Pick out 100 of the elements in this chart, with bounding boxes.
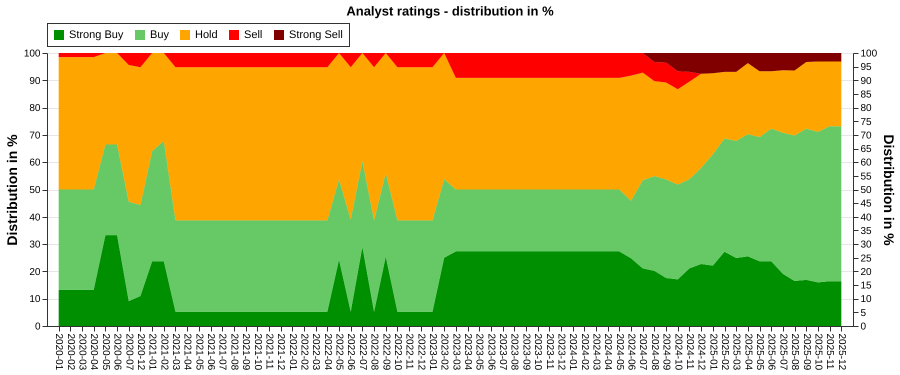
x-tick-label: 2025-01 bbox=[707, 334, 718, 371]
x-tick-label: 2021-01 bbox=[146, 334, 158, 371]
legend-label: Buy bbox=[150, 29, 170, 41]
x-tick-label: 2020-01 bbox=[53, 334, 64, 371]
y-tick-label: 20 bbox=[29, 266, 41, 278]
x-tick-label: 2024-05 bbox=[614, 334, 625, 371]
x-tick-label: 2025-02 bbox=[719, 334, 730, 371]
x-tick-label: 2025-06 bbox=[766, 334, 777, 371]
x-tick-label: 2022-11 bbox=[404, 334, 415, 370]
x-tick-label: 2024-07 bbox=[637, 334, 648, 371]
x-tick-label: 2023-09 bbox=[520, 334, 532, 371]
x-tick-label: 2022-05 bbox=[334, 334, 345, 371]
x-tick-label: 2023-08 bbox=[508, 334, 520, 371]
y-tick-label: 60 bbox=[29, 158, 41, 169]
legend-label: Strong Sell bbox=[289, 29, 343, 41]
x-tick-label: 2024-08 bbox=[648, 334, 660, 371]
x-tick-label: 2025-08 bbox=[789, 334, 800, 371]
x-tick-label: 2020-12 bbox=[134, 334, 146, 371]
x-tick-label: 2020-05 bbox=[100, 334, 111, 371]
x-tick-label: 2024-11 bbox=[684, 334, 695, 370]
x-tick-label: 2022-06 bbox=[345, 334, 356, 371]
y2-tick-label: 45 bbox=[860, 198, 872, 210]
x-tick-label: 2020-03 bbox=[76, 334, 88, 371]
y2-tick-label: 30 bbox=[860, 240, 872, 251]
y2-tick-label: 5 bbox=[860, 308, 866, 319]
y2-tick-label: 85 bbox=[860, 89, 872, 100]
y2-tick-label: 50 bbox=[860, 185, 872, 196]
x-tick-label: 2023-02 bbox=[438, 334, 450, 371]
y2-tick-label: 65 bbox=[860, 144, 872, 156]
x-tick-label: 2025-12 bbox=[836, 334, 847, 371]
y-tick-label: 10 bbox=[29, 294, 41, 306]
x-tick-label: 2021-09 bbox=[240, 334, 252, 371]
y2-tick-label: 20 bbox=[860, 266, 872, 278]
x-tick-label: 2023-04 bbox=[462, 334, 474, 371]
x-tick-label: 2023-03 bbox=[450, 334, 462, 371]
x-tick-label: 2023-05 bbox=[474, 334, 485, 371]
y2-tick-label: 40 bbox=[860, 212, 872, 224]
y2-tick-label: 55 bbox=[860, 171, 872, 182]
x-tick-label: 2021-05 bbox=[193, 334, 204, 371]
chart-title: Analyst ratings - distribution in % bbox=[346, 4, 554, 18]
x-tick-label: 2023-01 bbox=[426, 334, 438, 371]
y-tick-label: 90 bbox=[29, 76, 41, 87]
x-tick-label: 2025-10 bbox=[812, 334, 824, 371]
y-tick-label: 0 bbox=[34, 322, 41, 332]
y-tick-label: 80 bbox=[29, 103, 41, 114]
x-tick-label: 2023-12 bbox=[555, 334, 566, 371]
x-tick-label: 2024-02 bbox=[578, 334, 590, 371]
y2-tick-label: 60 bbox=[860, 158, 872, 169]
x-tick-label: 2022-04 bbox=[322, 334, 333, 371]
y-tick-label: 100 bbox=[24, 48, 41, 60]
x-tick-label: 2020-02 bbox=[64, 334, 76, 371]
y2-tick-label: 75 bbox=[860, 116, 872, 128]
x-tick-label: 2021-12 bbox=[275, 334, 286, 371]
y2-axis-title: Distribution in % bbox=[881, 134, 898, 246]
x-tick-label: 2023-11 bbox=[544, 334, 555, 370]
y2-tick-label: 80 bbox=[860, 103, 872, 114]
x-tick-label: 2022-12 bbox=[415, 334, 426, 371]
x-tick-label: 2024-01 bbox=[567, 334, 578, 371]
x-tick-label: 2021-04 bbox=[182, 334, 193, 371]
x-tick-label: 2024-03 bbox=[590, 334, 602, 371]
y2-tick-label: 70 bbox=[860, 130, 872, 142]
x-tick-label: 2022-09 bbox=[380, 334, 392, 371]
y-tick-label: 70 bbox=[29, 130, 41, 142]
y2-tick-label: 90 bbox=[860, 76, 872, 87]
y-tick-label: 30 bbox=[29, 240, 41, 251]
x-tick-label: 2020-07 bbox=[123, 334, 134, 371]
x-tick-label: 2020-06 bbox=[112, 334, 123, 371]
x-tick-label: 2021-07 bbox=[216, 334, 228, 371]
legend-label: Strong Buy bbox=[69, 29, 124, 41]
x-tick-label: 2022-08 bbox=[368, 334, 380, 371]
x-tick-label: 2021-02 bbox=[158, 334, 170, 371]
x-tick-label: 2022-10 bbox=[392, 334, 403, 371]
x-tick-label: 2021-06 bbox=[205, 334, 216, 371]
x-tick-label: 2024-04 bbox=[602, 334, 614, 371]
x-tick-label: 2021-08 bbox=[228, 334, 240, 371]
x-tick-label: 2024-06 bbox=[626, 334, 637, 371]
x-tick-label: 2025-09 bbox=[800, 334, 812, 371]
y2-tick-label: 35 bbox=[860, 226, 872, 237]
x-tick-label: 2022-01 bbox=[286, 334, 298, 371]
x-tick-label: 2025-11 bbox=[824, 334, 836, 370]
x-tick-label: 2025-07 bbox=[777, 334, 788, 371]
y2-tick-label: 0 bbox=[860, 322, 866, 332]
x-tick-label: 2025-04 bbox=[742, 334, 754, 371]
x-tick-label: 2022-03 bbox=[310, 334, 322, 371]
x-tick-label: 2021-10 bbox=[252, 334, 263, 371]
x-tick-label: 2025-05 bbox=[754, 334, 766, 371]
y-tick-label: 50 bbox=[29, 185, 41, 196]
x-tick-label: 2023-07 bbox=[497, 334, 508, 371]
y-tick-label: 40 bbox=[29, 212, 41, 224]
x-tick-label: 2021-11 bbox=[263, 334, 274, 370]
x-tick-label: 2022-07 bbox=[356, 334, 368, 371]
legend-label: Hold bbox=[195, 29, 218, 41]
x-tick-label: 2020-04 bbox=[88, 334, 100, 371]
y2-tick-label: 10 bbox=[860, 294, 872, 306]
x-tick-label: 2024-09 bbox=[660, 334, 672, 371]
y-axis-title: Distribution in % bbox=[4, 134, 20, 246]
y2-tick-label: 100 bbox=[860, 48, 878, 60]
x-tick-label: 2022-02 bbox=[298, 334, 310, 371]
y2-tick-label: 95 bbox=[860, 62, 872, 74]
x-tick-label: 2023-10 bbox=[532, 334, 544, 371]
